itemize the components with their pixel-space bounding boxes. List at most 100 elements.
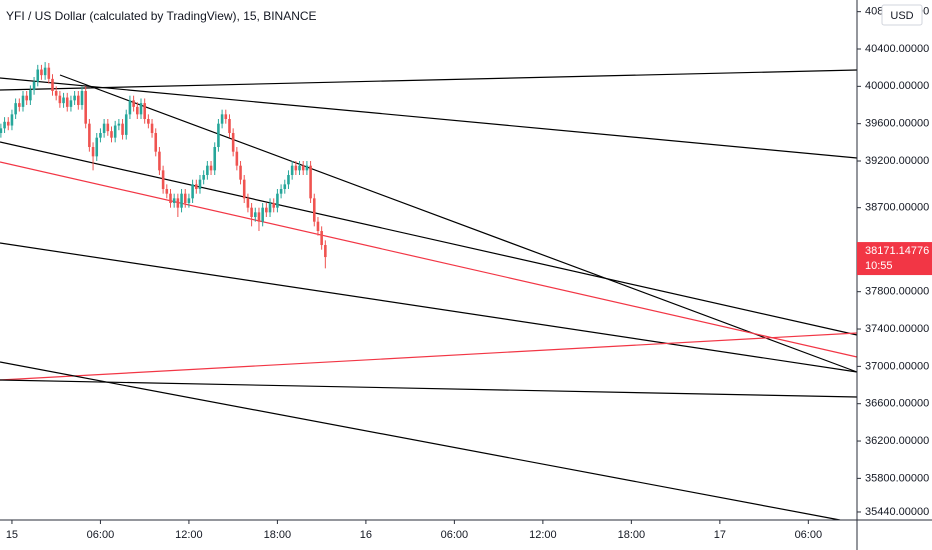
candle-body (102, 123, 106, 134)
candle-body (154, 133, 158, 152)
candle-body (99, 133, 102, 138)
candle-body (191, 184, 194, 199)
candle-body (51, 78, 54, 92)
candle-body (187, 198, 191, 204)
candle-body (47, 67, 51, 79)
candle-body (209, 165, 213, 171)
candle-body (73, 95, 76, 101)
trend-line (59, 74, 858, 373)
candle-body (32, 81, 36, 91)
y-tick-label: 37400.00000 (865, 323, 929, 335)
candle-body (147, 119, 150, 124)
candle-body (14, 103, 17, 115)
candle-body (65, 97, 69, 107)
candle-body (36, 69, 40, 82)
x-tick-label: 06:00 (795, 529, 823, 541)
y-tick-label: 39200.00000 (865, 155, 929, 167)
y-tick-label: 36200.00000 (865, 435, 929, 447)
candle-body (54, 91, 58, 96)
y-tick-label: 35440.00000 (865, 506, 929, 518)
candle-body (268, 203, 272, 213)
candle-body (113, 125, 117, 138)
candle-body (88, 123, 91, 148)
y-tick-label: 40400.00000 (865, 43, 929, 55)
candle-body (21, 95, 25, 107)
candle-body (62, 97, 65, 104)
candle-body (305, 165, 309, 171)
candle-body (231, 133, 235, 152)
candle-body (110, 131, 113, 138)
candle-body (91, 147, 95, 157)
candle-body (198, 179, 202, 190)
trend-line (0, 361, 841, 521)
candle-body (217, 123, 220, 148)
candle-body (117, 123, 121, 126)
candle-body (29, 90, 32, 101)
x-tick-label: 12:00 (529, 529, 557, 541)
trend-line (0, 69, 858, 91)
candle-body (287, 175, 290, 185)
candle-body (150, 123, 154, 134)
candle-body (139, 103, 143, 115)
candle-body (253, 212, 257, 218)
y-tick-label: 35800.00000 (865, 472, 929, 484)
candle-body (195, 184, 198, 190)
candle-body (294, 165, 298, 171)
candle-body (6, 121, 10, 126)
candle-body (69, 100, 73, 107)
candle-body (279, 189, 283, 194)
trend-line (0, 379, 858, 398)
candle-body (246, 198, 250, 208)
candle-body (161, 170, 165, 190)
x-tick-label: 18:00 (618, 529, 646, 541)
candle-body (202, 175, 205, 180)
candle-body (261, 207, 264, 222)
time-axis-panel (0, 520, 932, 550)
y-tick-label: 40000.00000 (865, 80, 929, 92)
trend-line (0, 242, 858, 373)
candles (0, 62, 327, 269)
candle-body (312, 198, 316, 222)
candle-body (77, 95, 80, 106)
candle-body (213, 147, 217, 171)
candle-body (106, 123, 110, 132)
trend-line (0, 141, 858, 336)
candle-body (301, 165, 305, 171)
y-tick-label: 37800.00000 (865, 286, 929, 298)
candle-body (257, 212, 261, 222)
currency[interactable]: USD (890, 10, 913, 22)
candle-body (143, 103, 146, 120)
candle-body (124, 114, 128, 135)
candle-body (235, 151, 239, 166)
candle-body (320, 231, 323, 246)
y-tick-label: 39600.00000 (865, 118, 929, 130)
candle-body (224, 114, 228, 120)
y-tick-label: 37000.00000 (865, 360, 929, 372)
candle-body (183, 193, 187, 204)
countdown: 10:55 (865, 260, 893, 272)
candle-body (136, 106, 139, 115)
y-tick-label: 36600.00000 (865, 398, 929, 410)
x-tick-label: 17 (714, 529, 726, 541)
candle-body (250, 207, 253, 218)
candle-body (239, 165, 242, 180)
candle-body (324, 245, 327, 258)
x-tick-label: 18:00 (264, 529, 292, 541)
x-tick-label: 12:00 (175, 529, 203, 541)
x-tick-label: 06:00 (87, 529, 115, 541)
candle-body (121, 123, 124, 135)
candle-body (272, 203, 276, 208)
candle-body (80, 91, 84, 106)
trend-line (0, 332, 858, 381)
candle-body (206, 165, 209, 176)
candle-body (242, 179, 246, 199)
currency-box[interactable] (881, 4, 923, 26)
candle-body (180, 193, 183, 208)
candle-body (265, 207, 268, 213)
candle-body (290, 165, 294, 176)
candle-body (309, 165, 312, 199)
candle-body (95, 137, 99, 157)
candle-body (220, 114, 224, 124)
candle-body (25, 95, 28, 101)
